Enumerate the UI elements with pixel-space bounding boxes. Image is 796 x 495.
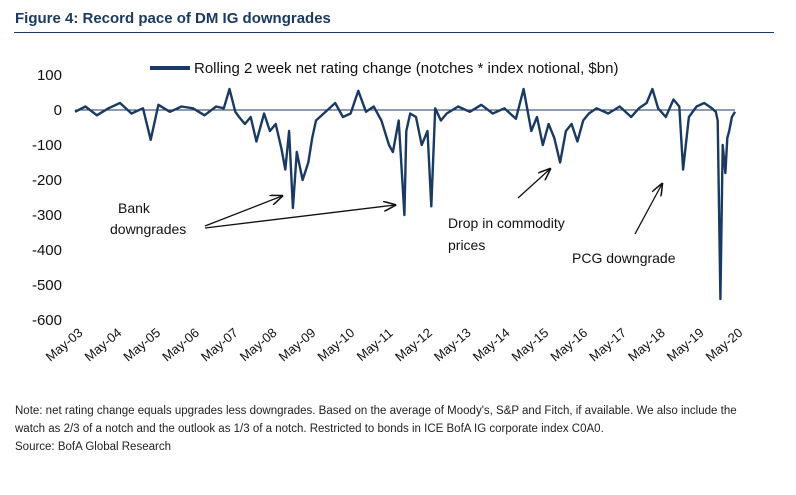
annotation-pcg: PCG downgrade bbox=[572, 250, 676, 266]
x-tick-label: May-19 bbox=[664, 325, 707, 364]
note-line-1: Note: net rating change equals upgrades … bbox=[15, 405, 737, 417]
x-tick-label: May-09 bbox=[276, 325, 319, 364]
y-tick-label: 0 bbox=[54, 102, 62, 119]
arrow-bank-2 bbox=[204, 205, 395, 229]
annotation-prices: prices bbox=[448, 237, 485, 253]
x-tick-label: May-15 bbox=[509, 325, 552, 364]
annotation-downgrades: downgrades bbox=[110, 221, 186, 237]
x-tick-label: May-20 bbox=[703, 325, 746, 364]
arrow-commodity bbox=[517, 169, 550, 199]
y-tick-label: -300 bbox=[32, 207, 62, 224]
arrow-bank-1 bbox=[204, 196, 282, 227]
x-tick-label: May-16 bbox=[547, 325, 590, 364]
x-tick-label: May-10 bbox=[314, 325, 357, 364]
arrow-pcg bbox=[634, 184, 662, 235]
legend: Rolling 2 week net rating change (notche… bbox=[150, 60, 618, 77]
figure-title: Figure 4: Record pace of DM IG downgrade… bbox=[15, 10, 331, 27]
y-tick-label: -100 bbox=[32, 137, 62, 154]
x-tick-label: May-14 bbox=[470, 325, 513, 364]
x-tick-label: May-04 bbox=[82, 325, 125, 364]
x-tick-label: May-17 bbox=[586, 325, 629, 364]
y-axis: 100 0 -100 -200 -300 -400 -500 -600 bbox=[32, 67, 62, 329]
figure-note: Note: net rating change equals upgrades … bbox=[15, 402, 785, 456]
x-tick-label: May-11 bbox=[354, 325, 396, 364]
title-rule bbox=[14, 32, 774, 33]
annotation-bank: Bank bbox=[118, 200, 151, 216]
x-tick-label: May-06 bbox=[159, 325, 202, 364]
x-tick-label: May-08 bbox=[237, 325, 280, 364]
y-tick-label: -500 bbox=[32, 277, 62, 294]
legend-label: Rolling 2 week net rating change (notche… bbox=[194, 60, 618, 77]
y-tick-label: 100 bbox=[37, 67, 62, 84]
x-tick-label: May-13 bbox=[431, 325, 474, 364]
annotations: Bank downgrades Drop in commodity prices… bbox=[110, 169, 676, 266]
x-tick-label: May-05 bbox=[120, 325, 163, 364]
note-line-2: watch as 2/3 of a notch and the outlook … bbox=[15, 423, 604, 435]
x-tick-label: May-07 bbox=[198, 325, 241, 364]
x-tick-label: May-03 bbox=[43, 325, 86, 364]
x-tick-label: May-12 bbox=[392, 325, 435, 364]
x-axis: May-03May-04May-05May-06May-07May-08May-… bbox=[43, 325, 746, 364]
y-tick-label: -400 bbox=[32, 242, 62, 259]
series-line bbox=[74, 87, 737, 301]
y-tick-label: -600 bbox=[32, 312, 62, 329]
annotation-commodity: Drop in commodity bbox=[448, 215, 565, 231]
note-source: Source: BofA Global Research bbox=[15, 441, 171, 453]
y-tick-label: -200 bbox=[32, 172, 62, 189]
x-tick-label: May-18 bbox=[625, 325, 668, 364]
